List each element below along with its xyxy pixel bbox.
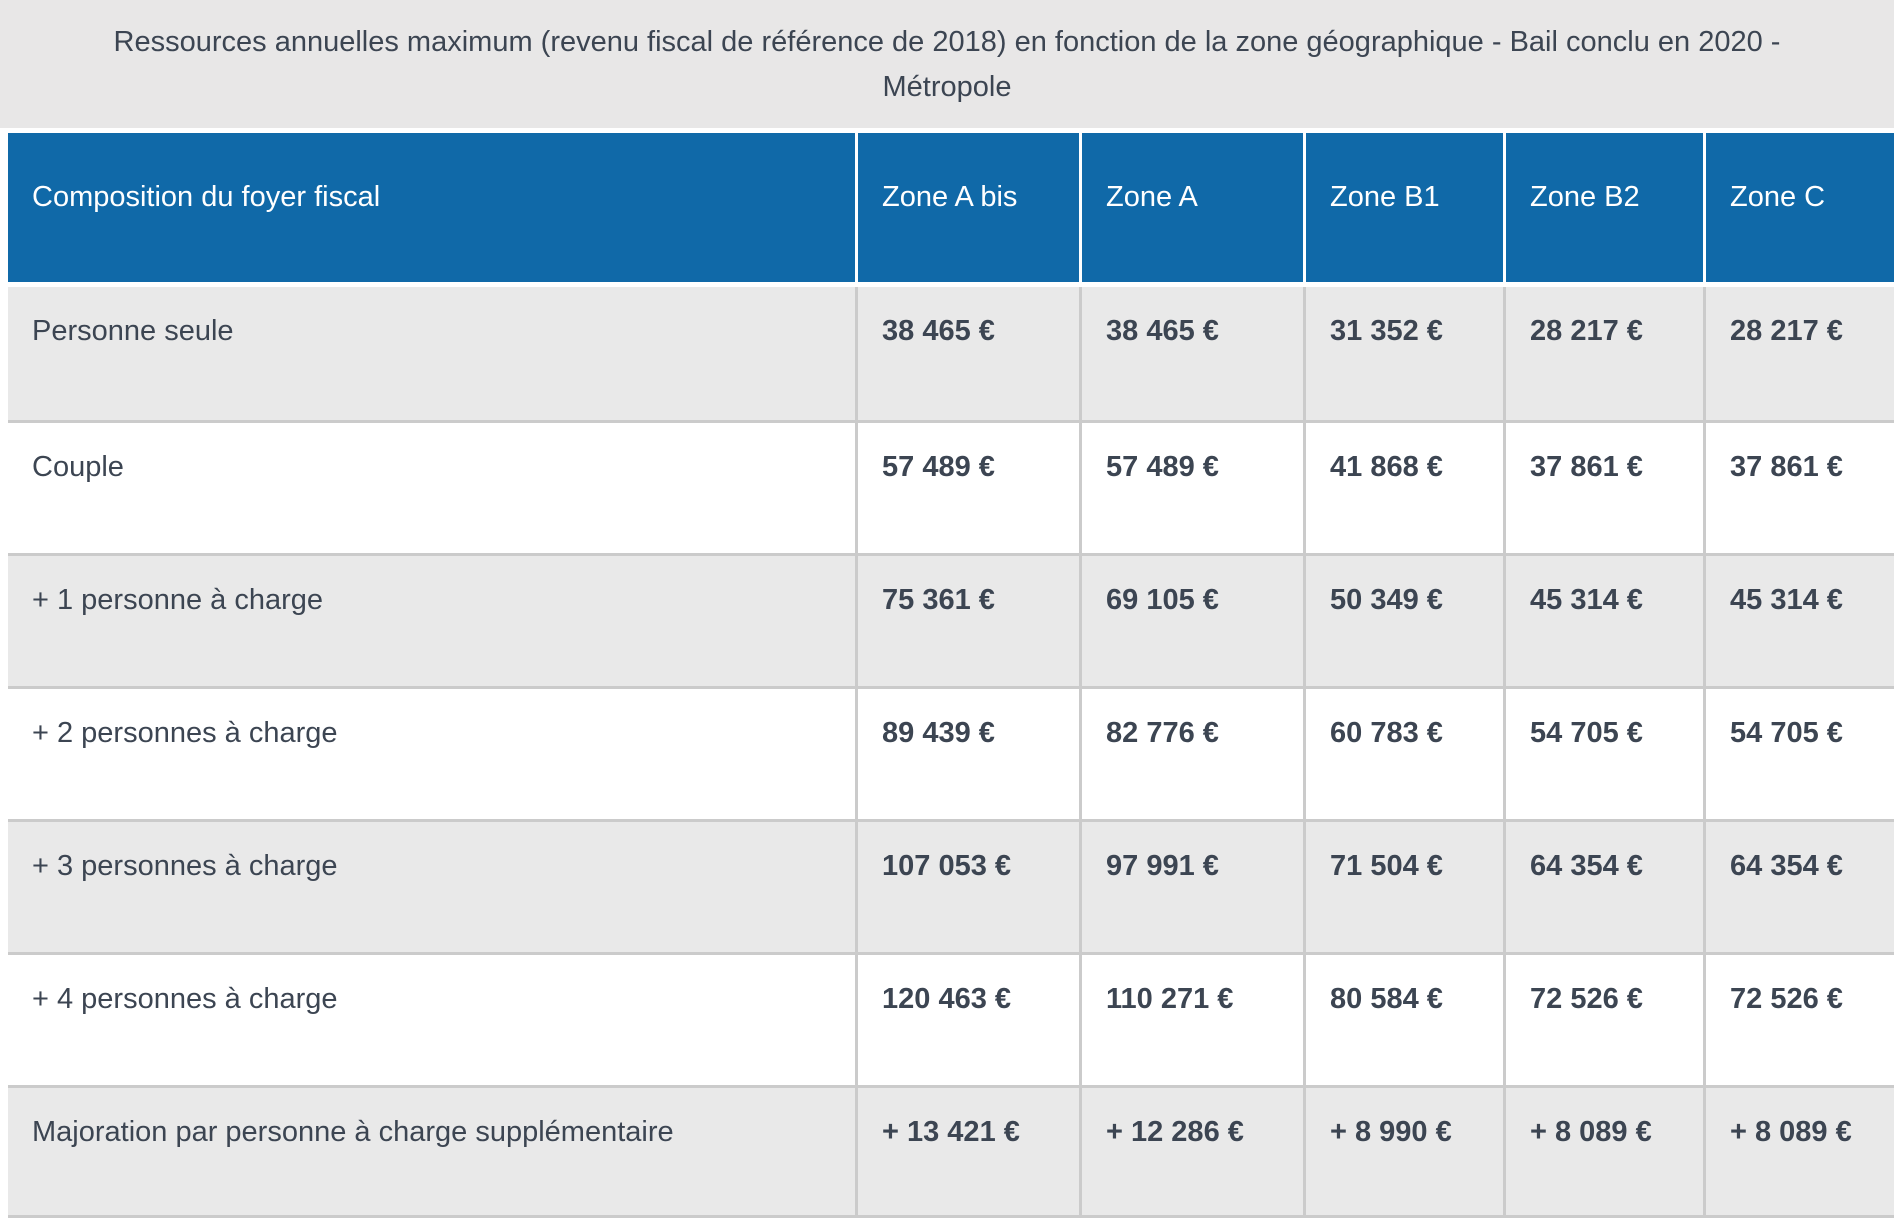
value-cell: 37 861 € bbox=[1506, 420, 1706, 553]
value-cell: 28 217 € bbox=[1706, 287, 1894, 420]
row-label-cell: Personne seule bbox=[8, 287, 858, 420]
header-row: Composition du foyer fiscal Zone A bis Z… bbox=[8, 133, 1894, 287]
value-cell: 45 314 € bbox=[1506, 553, 1706, 686]
table-row: + 1 personne à charge 75 361 € 69 105 € … bbox=[8, 553, 1894, 686]
column-header-zone-c: Zone C bbox=[1706, 133, 1894, 287]
column-header-zone-a: Zone A bbox=[1082, 133, 1306, 287]
table-row: + 3 personnes à charge 107 053 € 97 991 … bbox=[8, 819, 1894, 952]
value-cell: 69 105 € bbox=[1082, 553, 1306, 686]
value-cell: 72 526 € bbox=[1706, 952, 1894, 1085]
row-label-cell: + 2 personnes à charge bbox=[8, 686, 858, 819]
column-header-composition: Composition du foyer fiscal bbox=[8, 133, 858, 287]
value-cell: + 8 990 € bbox=[1306, 1085, 1506, 1218]
table-row: Majoration par personne à charge supplém… bbox=[8, 1085, 1894, 1218]
value-cell: 45 314 € bbox=[1706, 553, 1894, 686]
row-label-cell: + 3 personnes à charge bbox=[8, 819, 858, 952]
value-cell: 54 705 € bbox=[1706, 686, 1894, 819]
table-row: Personne seule 38 465 € 38 465 € 31 352 … bbox=[8, 287, 1894, 420]
row-label-cell: Majoration par personne à charge supplém… bbox=[8, 1085, 858, 1218]
value-cell: 120 463 € bbox=[858, 952, 1082, 1085]
value-cell: + 13 421 € bbox=[858, 1085, 1082, 1218]
row-label-cell: + 1 personne à charge bbox=[8, 553, 858, 686]
value-cell: 28 217 € bbox=[1506, 287, 1706, 420]
value-cell: 72 526 € bbox=[1506, 952, 1706, 1085]
value-cell: 31 352 € bbox=[1306, 287, 1506, 420]
row-label-cell: Couple bbox=[8, 420, 858, 553]
column-header-zone-b2: Zone B2 bbox=[1506, 133, 1706, 287]
value-cell: + 8 089 € bbox=[1506, 1085, 1706, 1218]
value-cell: 38 465 € bbox=[858, 287, 1082, 420]
value-cell: 80 584 € bbox=[1306, 952, 1506, 1085]
table-caption: Ressources annuelles maximum (revenu fis… bbox=[0, 0, 1894, 128]
table-row: + 2 personnes à charge 89 439 € 82 776 €… bbox=[8, 686, 1894, 819]
column-header-zone-a-bis: Zone A bis bbox=[858, 133, 1082, 287]
value-cell: 57 489 € bbox=[858, 420, 1082, 553]
income-limits-table: Composition du foyer fiscal Zone A bis Z… bbox=[8, 133, 1894, 1218]
value-cell: 64 354 € bbox=[1706, 819, 1894, 952]
value-cell: 75 361 € bbox=[858, 553, 1082, 686]
value-cell: 50 349 € bbox=[1306, 553, 1506, 686]
value-cell: 64 354 € bbox=[1506, 819, 1706, 952]
value-cell: 110 271 € bbox=[1082, 952, 1306, 1085]
column-header-zone-b1: Zone B1 bbox=[1306, 133, 1506, 287]
value-cell: 57 489 € bbox=[1082, 420, 1306, 553]
value-cell: 38 465 € bbox=[1082, 287, 1306, 420]
row-label-cell: + 4 personnes à charge bbox=[8, 952, 858, 1085]
value-cell: 60 783 € bbox=[1306, 686, 1506, 819]
value-cell: 97 991 € bbox=[1082, 819, 1306, 952]
value-cell: 71 504 € bbox=[1306, 819, 1506, 952]
value-cell: 37 861 € bbox=[1706, 420, 1894, 553]
value-cell: 41 868 € bbox=[1306, 420, 1506, 553]
value-cell: 82 776 € bbox=[1082, 686, 1306, 819]
value-cell: 89 439 € bbox=[858, 686, 1082, 819]
value-cell: 107 053 € bbox=[858, 819, 1082, 952]
value-cell: + 8 089 € bbox=[1706, 1085, 1894, 1218]
table-row: Couple 57 489 € 57 489 € 41 868 € 37 861… bbox=[8, 420, 1894, 553]
value-cell: 54 705 € bbox=[1506, 686, 1706, 819]
value-cell: + 12 286 € bbox=[1082, 1085, 1306, 1218]
table-row: + 4 personnes à charge 120 463 € 110 271… bbox=[8, 952, 1894, 1085]
